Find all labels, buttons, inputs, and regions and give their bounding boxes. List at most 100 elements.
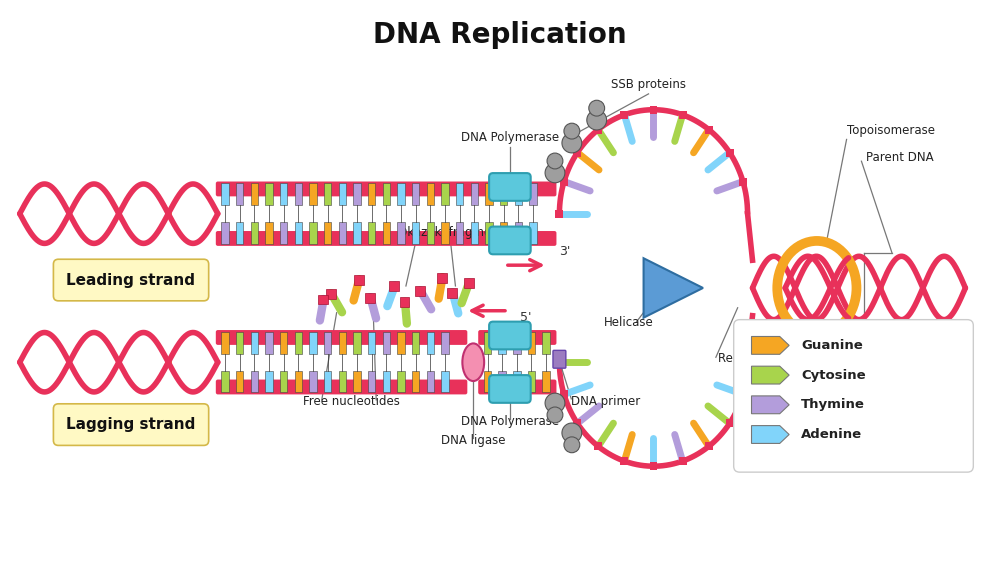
- Bar: [251, 371, 258, 392]
- Bar: [560, 390, 568, 398]
- Bar: [324, 222, 331, 244]
- Text: DNA Polymerase: DNA Polymerase: [461, 131, 559, 144]
- Bar: [368, 183, 375, 205]
- Bar: [221, 222, 229, 244]
- Bar: [221, 371, 229, 392]
- FancyBboxPatch shape: [216, 330, 467, 345]
- FancyBboxPatch shape: [478, 379, 556, 394]
- Bar: [236, 371, 243, 392]
- Bar: [339, 371, 346, 392]
- Circle shape: [545, 393, 565, 413]
- Bar: [705, 442, 713, 450]
- Text: DNA primer: DNA primer: [571, 395, 641, 408]
- Bar: [324, 332, 331, 354]
- FancyBboxPatch shape: [489, 321, 531, 349]
- Polygon shape: [752, 425, 789, 444]
- Bar: [400, 298, 409, 307]
- Bar: [415, 286, 425, 296]
- Bar: [280, 222, 287, 244]
- Bar: [679, 111, 687, 119]
- Text: Guanine: Guanine: [801, 339, 863, 352]
- Bar: [542, 332, 550, 354]
- Polygon shape: [752, 396, 789, 414]
- Bar: [484, 332, 491, 354]
- Bar: [464, 278, 474, 288]
- Bar: [441, 183, 449, 205]
- Circle shape: [547, 407, 563, 423]
- Bar: [397, 183, 405, 205]
- Bar: [739, 390, 747, 398]
- Bar: [318, 295, 328, 304]
- Bar: [221, 183, 229, 205]
- FancyBboxPatch shape: [489, 227, 531, 254]
- Text: Parent DNA: Parent DNA: [866, 151, 934, 164]
- Bar: [726, 149, 734, 157]
- Polygon shape: [752, 366, 789, 384]
- Text: Thymine: Thymine: [801, 398, 865, 411]
- Text: 5': 5': [520, 311, 531, 324]
- Bar: [295, 332, 302, 354]
- Text: Leading strand: Leading strand: [66, 273, 195, 287]
- Ellipse shape: [462, 344, 484, 381]
- Bar: [280, 332, 287, 354]
- Bar: [389, 281, 399, 291]
- Text: Adenine: Adenine: [801, 428, 862, 441]
- FancyBboxPatch shape: [553, 350, 566, 368]
- Bar: [365, 293, 375, 303]
- Text: Free nucleotides: Free nucleotides: [303, 395, 400, 408]
- Bar: [412, 222, 419, 244]
- Circle shape: [587, 110, 607, 130]
- Bar: [679, 457, 687, 465]
- Bar: [441, 222, 449, 244]
- Bar: [324, 183, 331, 205]
- Bar: [573, 419, 581, 427]
- Bar: [498, 332, 506, 354]
- Bar: [236, 183, 243, 205]
- Polygon shape: [644, 258, 703, 318]
- Bar: [500, 222, 507, 244]
- Bar: [339, 222, 346, 244]
- Circle shape: [564, 123, 580, 139]
- Bar: [309, 332, 317, 354]
- Bar: [705, 126, 713, 133]
- Bar: [309, 222, 317, 244]
- Bar: [309, 371, 317, 392]
- Bar: [295, 222, 302, 244]
- Bar: [427, 371, 434, 392]
- Bar: [471, 222, 478, 244]
- Text: Replication fork: Replication fork: [718, 352, 810, 365]
- Bar: [251, 222, 258, 244]
- Polygon shape: [752, 336, 789, 354]
- Text: Lagging strand: Lagging strand: [66, 417, 196, 432]
- Bar: [555, 210, 563, 218]
- Bar: [339, 332, 346, 354]
- Bar: [427, 183, 434, 205]
- Bar: [383, 371, 390, 392]
- Ellipse shape: [787, 252, 847, 324]
- Bar: [427, 222, 434, 244]
- Bar: [456, 222, 463, 244]
- Bar: [397, 371, 405, 392]
- Text: SSB proteins: SSB proteins: [611, 78, 686, 91]
- Bar: [573, 149, 581, 157]
- Circle shape: [562, 133, 582, 153]
- Bar: [280, 183, 287, 205]
- Bar: [339, 183, 346, 205]
- Bar: [437, 273, 447, 283]
- Bar: [594, 442, 602, 450]
- Bar: [368, 332, 375, 354]
- Bar: [326, 289, 336, 299]
- Bar: [515, 222, 522, 244]
- FancyBboxPatch shape: [734, 320, 973, 472]
- Bar: [542, 371, 550, 392]
- Bar: [441, 371, 449, 392]
- Bar: [353, 222, 361, 244]
- FancyBboxPatch shape: [216, 182, 556, 197]
- Text: 3': 3': [559, 245, 571, 258]
- Bar: [353, 183, 361, 205]
- Bar: [309, 183, 317, 205]
- Circle shape: [545, 163, 565, 183]
- Bar: [515, 183, 522, 205]
- FancyBboxPatch shape: [53, 404, 209, 445]
- Bar: [265, 222, 273, 244]
